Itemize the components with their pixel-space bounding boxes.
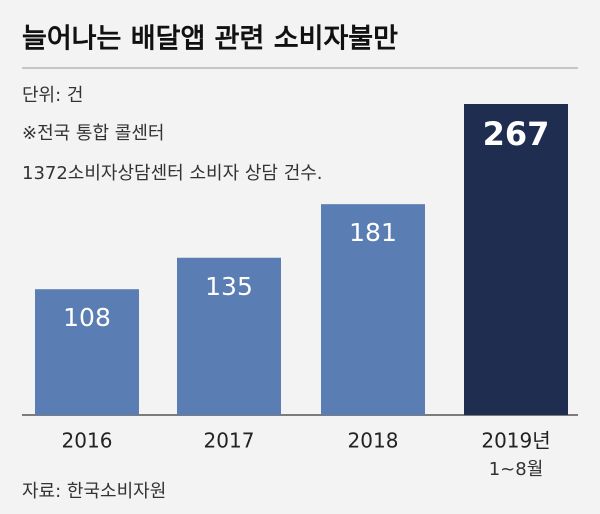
note: 1372소비자상담센터 소비자 상담 건수.	[22, 163, 323, 184]
value-label: 267	[483, 115, 550, 153]
bar	[321, 204, 425, 415]
x-tick-label: 2018	[348, 429, 399, 453]
period-note: 1~8월	[489, 459, 544, 480]
note: ※전국 통합 콜센터	[22, 123, 164, 144]
chart-title: 늘어나는 배달앱 관련 소비자불만	[22, 24, 398, 55]
unit: 단위: 건	[22, 85, 83, 106]
bar	[177, 257, 281, 415]
value-label: 135	[205, 272, 253, 301]
x-tick-label: 2017	[204, 429, 255, 453]
value-label: 181	[349, 218, 397, 247]
source: 자료: 한국소비자원	[22, 481, 166, 502]
value-label: 108	[63, 303, 111, 332]
x-tick-label: 2016	[62, 429, 113, 453]
bar	[464, 104, 568, 415]
x-tick-label: 2019년	[481, 429, 550, 453]
bar	[35, 289, 139, 415]
